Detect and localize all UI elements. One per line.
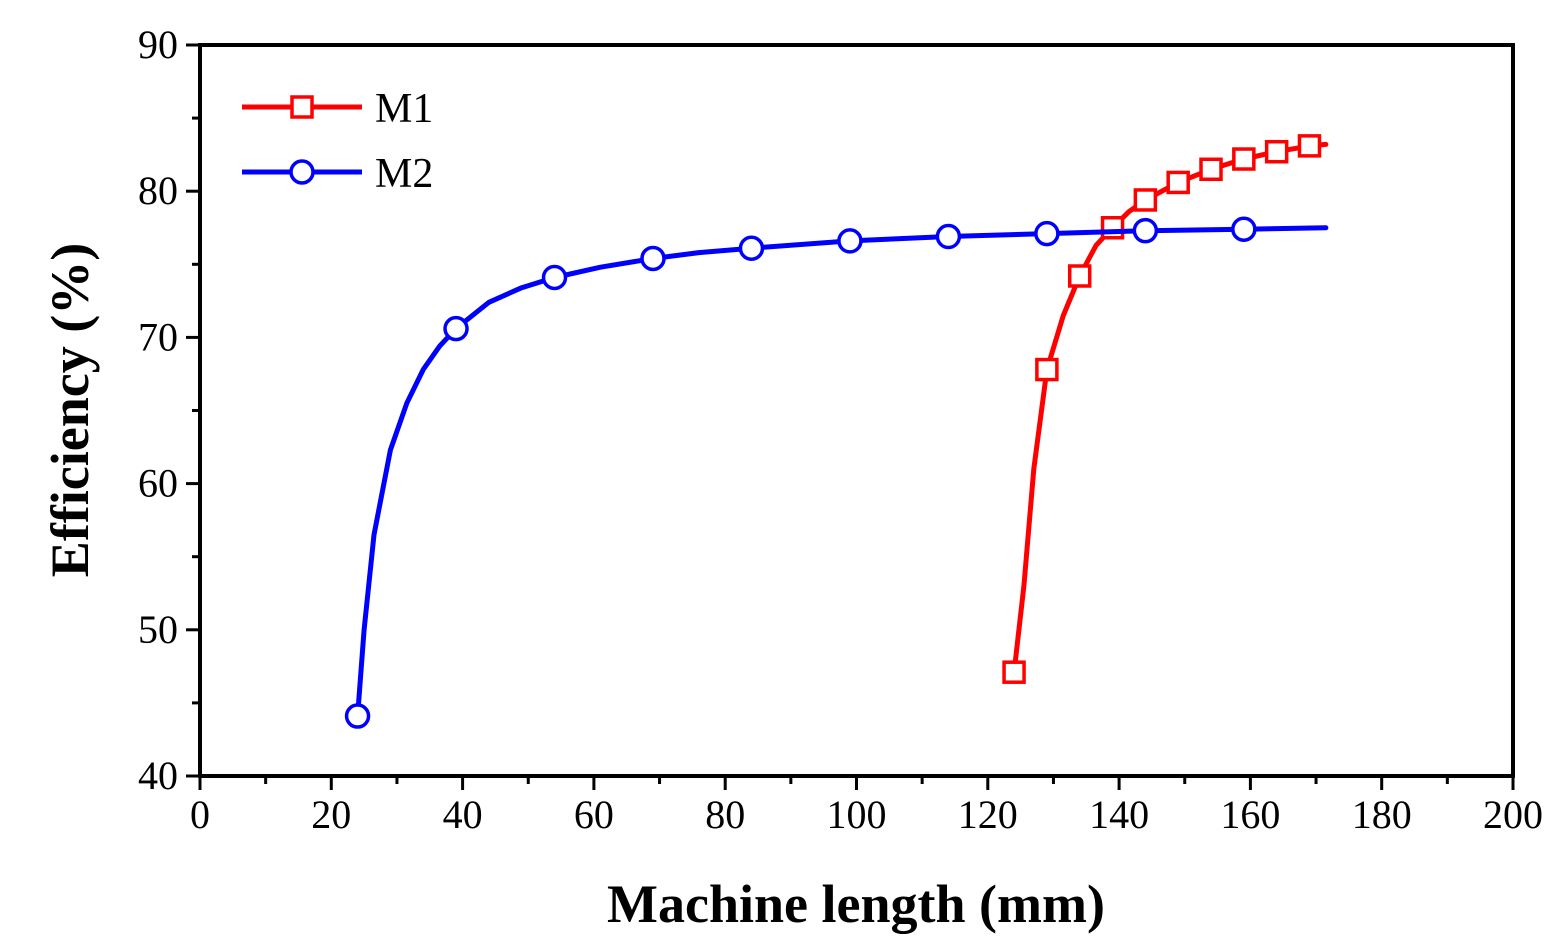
x-tick-label-8: 160 bbox=[1220, 792, 1280, 837]
data-point-m2-3 bbox=[640, 245, 666, 272]
data-point-m1-3 bbox=[1100, 216, 1125, 240]
x-tick-label-5: 100 bbox=[827, 792, 887, 837]
x-axis-title: Machine length (mm) bbox=[607, 874, 1105, 934]
series-line-m2 bbox=[355, 225, 1329, 719]
series-layer bbox=[344, 134, 1329, 729]
x-tick-label-7: 140 bbox=[1089, 792, 1149, 837]
legend-marker-m1 bbox=[290, 95, 314, 119]
data-point-m2-5 bbox=[837, 228, 863, 254]
data-point-m1-7 bbox=[1232, 147, 1256, 171]
y-tick-label-3: 70 bbox=[138, 314, 178, 359]
x-tick-label-9: 180 bbox=[1352, 792, 1412, 837]
axis-ticks: 0 20 40 60 80 100 120 140 160 180 200 40 50 60 70 80 90 bbox=[138, 22, 1543, 837]
x-tick-label-0: 0 bbox=[190, 792, 210, 837]
data-point-m1-6 bbox=[1199, 157, 1223, 182]
series-line-m1 bbox=[1011, 141, 1329, 675]
data-point-m2-2 bbox=[541, 264, 568, 291]
data-point-m2-7 bbox=[1034, 220, 1060, 247]
y-tick-label-1: 50 bbox=[138, 607, 178, 652]
x-tick-label-3: 60 bbox=[574, 792, 614, 837]
data-point-m1-2 bbox=[1067, 264, 1092, 288]
legend-label-m1: M1 bbox=[375, 86, 433, 132]
data-point-m1-1 bbox=[1035, 357, 1059, 382]
data-point-m1-8 bbox=[1264, 139, 1289, 164]
x-tick-label-6: 120 bbox=[958, 792, 1018, 837]
x-tick-label-10: 200 bbox=[1483, 792, 1543, 837]
data-point-m2-0 bbox=[344, 703, 371, 729]
data-point-m1-9 bbox=[1297, 134, 1322, 158]
legend-label-m2: M2 bbox=[375, 151, 433, 197]
x-tick-label-2: 40 bbox=[443, 792, 483, 837]
data-point-m1-0 bbox=[1002, 660, 1026, 684]
data-point-m2-9 bbox=[1231, 216, 1257, 242]
data-point-m1-5 bbox=[1166, 170, 1190, 195]
y-axis-title: Efficiency (%) bbox=[40, 243, 100, 577]
y-tick-label-0: 40 bbox=[138, 753, 178, 798]
data-point-m2-8 bbox=[1132, 217, 1159, 244]
data-point-m2-4 bbox=[738, 235, 765, 261]
x-tick-label-1: 20 bbox=[311, 792, 351, 837]
x-tick-label-4: 80 bbox=[705, 792, 745, 837]
y-tick-label-2: 60 bbox=[138, 461, 178, 506]
y-tick-label-5: 90 bbox=[138, 22, 178, 67]
data-point-m2-1 bbox=[443, 315, 469, 342]
y-tick-label-4: 80 bbox=[138, 168, 178, 213]
data-point-m2-6 bbox=[935, 223, 962, 250]
data-point-m1-4 bbox=[1133, 188, 1158, 212]
legend-marker-m2 bbox=[289, 159, 315, 185]
